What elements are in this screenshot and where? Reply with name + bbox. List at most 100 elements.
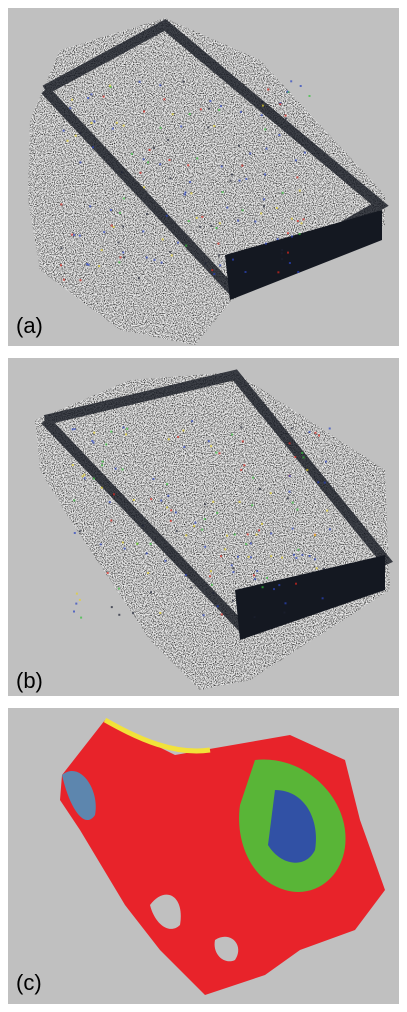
speckle (169, 251, 171, 253)
speckle (60, 264, 62, 266)
speckle (73, 611, 75, 613)
speckle (250, 556, 252, 558)
speckle (169, 159, 171, 161)
speckle (115, 468, 117, 470)
speckle (170, 509, 172, 511)
speckle (254, 578, 256, 580)
speckle (190, 587, 192, 589)
speckle (294, 456, 296, 458)
panel-c: (c) (8, 708, 399, 1004)
speckle (111, 225, 113, 227)
speckle (286, 91, 288, 93)
speckle (290, 80, 292, 82)
speckle (113, 493, 115, 495)
speckle (182, 81, 184, 83)
speckle (281, 249, 283, 251)
speckle (63, 130, 65, 132)
speckle (279, 103, 281, 105)
speckle (91, 122, 93, 124)
speckle (80, 279, 82, 281)
speckle (207, 126, 209, 128)
speckle (210, 570, 212, 572)
speckle (217, 243, 219, 245)
speckle (153, 478, 155, 480)
speckle (318, 435, 320, 437)
speckle (103, 96, 105, 98)
speckle (71, 234, 73, 236)
speckle (180, 125, 182, 127)
speckle (239, 180, 241, 182)
speckle (262, 105, 264, 107)
speckle (258, 529, 260, 531)
speckle (185, 534, 187, 536)
speckle (142, 525, 144, 527)
speckle (204, 518, 206, 520)
speckle (270, 533, 272, 535)
speckle (75, 603, 77, 605)
speckle (231, 174, 233, 176)
speckle (136, 543, 138, 545)
speckle (314, 558, 316, 560)
speckle (250, 542, 252, 544)
speckle (86, 263, 88, 265)
speckle (118, 242, 120, 244)
speckle (166, 483, 168, 485)
speckle (270, 492, 272, 494)
speckle (232, 571, 234, 573)
speckle (326, 510, 328, 512)
speckle (213, 125, 215, 127)
speckle (285, 115, 287, 117)
speckle (87, 97, 89, 99)
speckle (101, 487, 103, 489)
speckle (254, 221, 256, 223)
speckle (303, 457, 305, 459)
speckle (125, 433, 127, 435)
speckle (133, 499, 135, 501)
speckle (232, 567, 234, 569)
speckle (237, 556, 239, 558)
speckle (291, 427, 293, 429)
speckle (287, 252, 289, 254)
speckle (301, 452, 303, 454)
speckle (92, 146, 94, 148)
speckle (193, 525, 195, 527)
speckle (123, 427, 125, 429)
speckle (147, 572, 149, 574)
speckle (234, 534, 236, 536)
speckle (300, 85, 302, 87)
speckle (170, 520, 172, 522)
speckle (291, 236, 293, 238)
speckle (164, 560, 166, 562)
speckle (297, 271, 299, 273)
speckle (316, 567, 318, 569)
speckle (150, 591, 152, 593)
speckle (79, 599, 81, 601)
speckle (208, 108, 210, 110)
speckle (177, 242, 179, 244)
speckle (296, 509, 298, 511)
speckle (82, 475, 84, 477)
speckle (146, 213, 148, 215)
speckle (166, 506, 168, 508)
speckle (230, 180, 232, 182)
speckle (299, 190, 301, 192)
speckle (309, 431, 311, 433)
speckle (218, 254, 220, 256)
page: (a) (b) (c) (() => { const data = JSON.p… (0, 0, 407, 1012)
speckle (79, 161, 81, 163)
speckle (324, 482, 326, 484)
speckle (189, 181, 191, 183)
speckle (110, 431, 112, 433)
speckle (122, 542, 124, 544)
speckle (122, 252, 124, 254)
speckle (187, 164, 189, 166)
speckle (245, 543, 247, 545)
speckle (220, 105, 222, 107)
speckle (248, 556, 250, 558)
speckle (252, 477, 254, 479)
speckle (101, 249, 103, 251)
speckle (143, 111, 145, 113)
speckle (142, 230, 144, 232)
speckle (289, 491, 291, 493)
speckle (287, 232, 289, 234)
